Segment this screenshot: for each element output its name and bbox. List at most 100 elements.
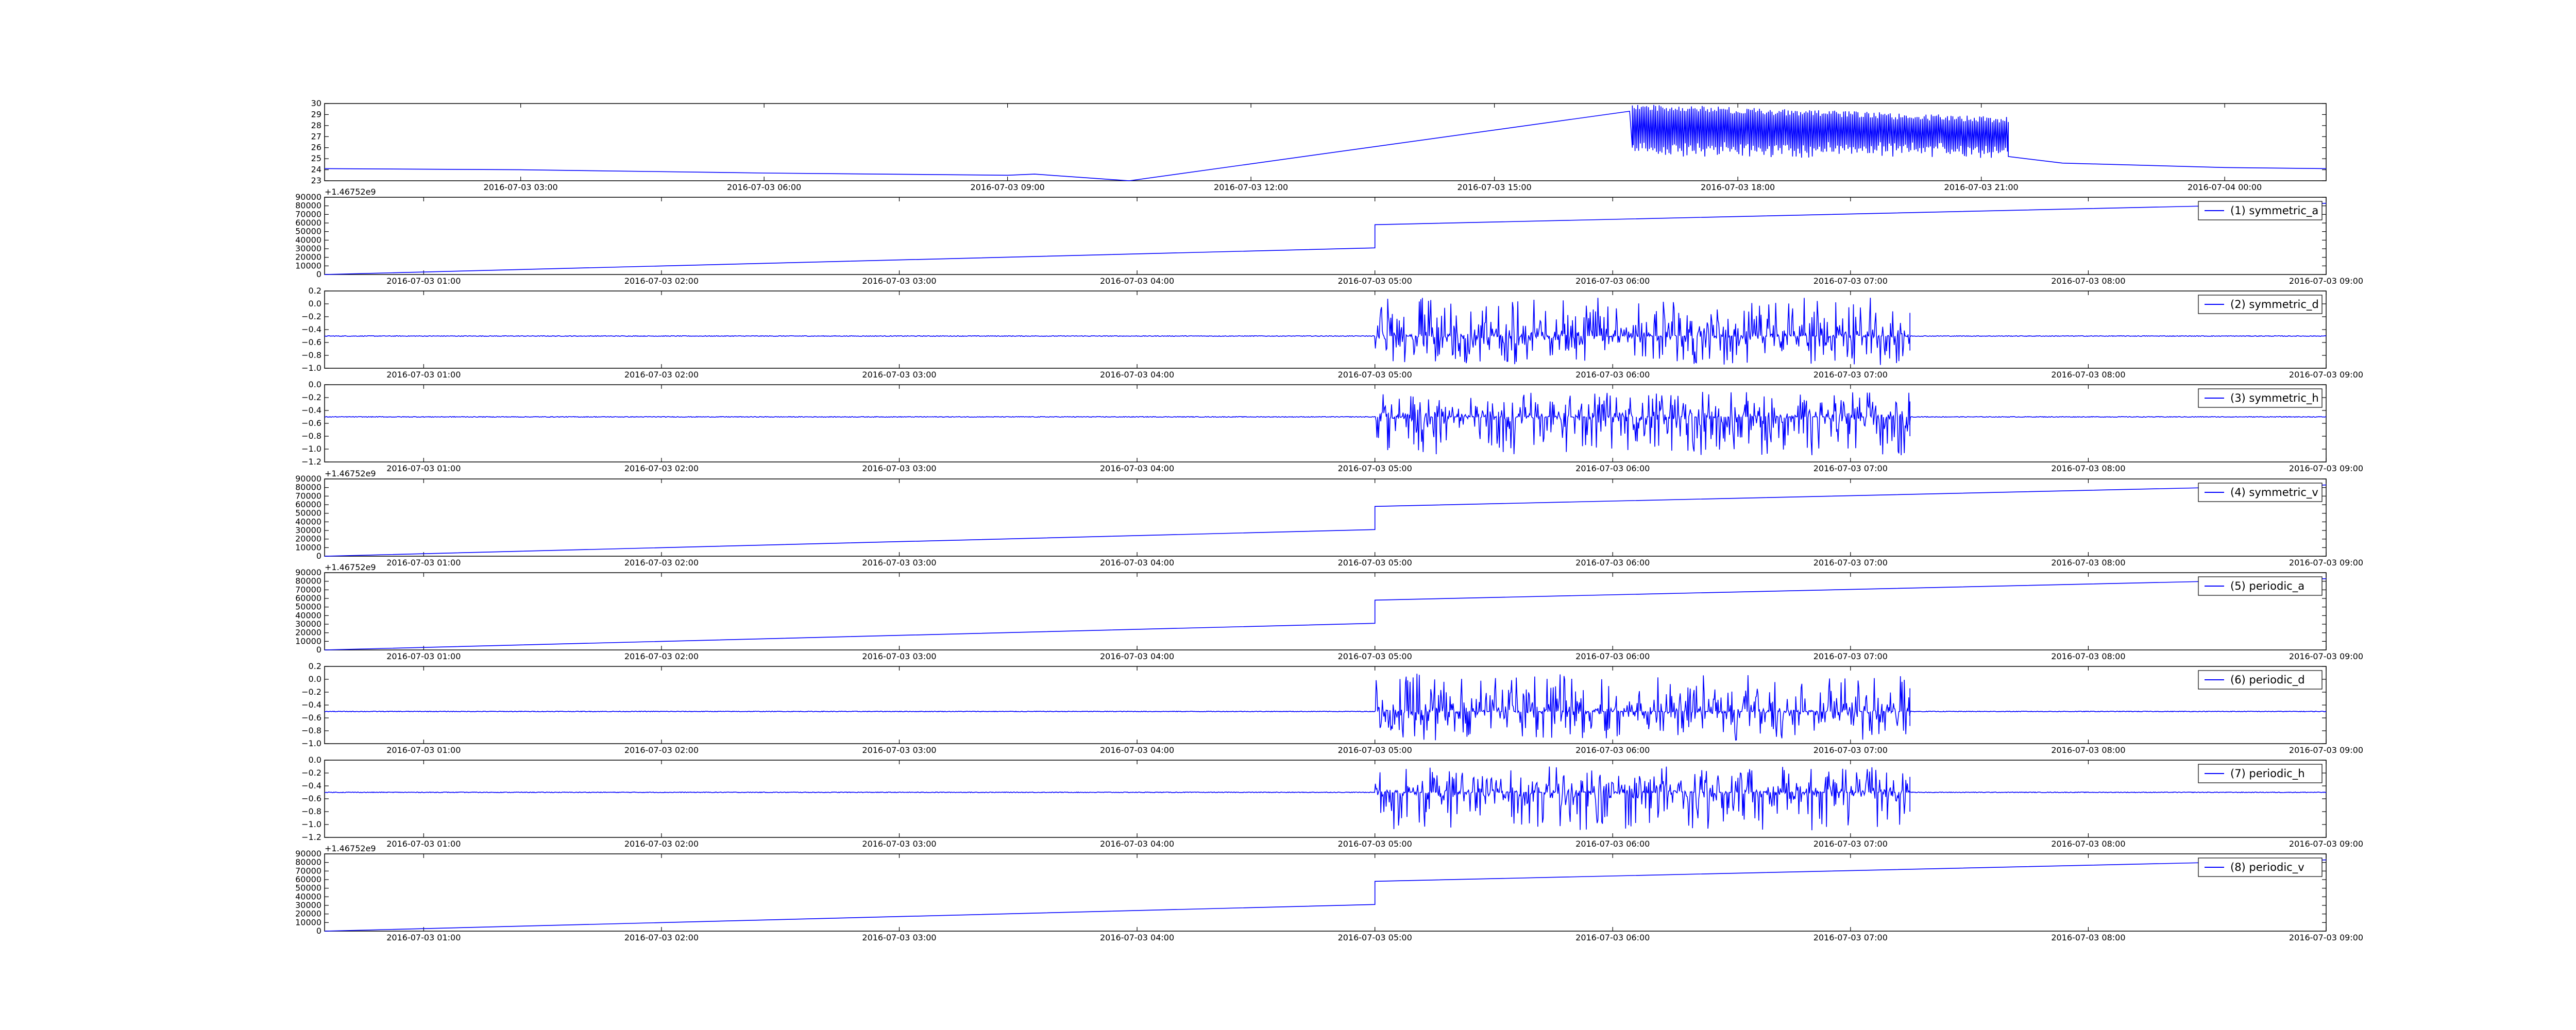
- x-tick-label: 2016-07-03 06:00: [1575, 745, 1650, 755]
- subplot-9: 2016-07-03 01:00 2016-07-03 02:00 2016-07-…: [295, 844, 2363, 942]
- y-tick-label: 90000: [295, 849, 321, 859]
- x-tick-label: 2016-07-03 05:00: [1338, 745, 1412, 755]
- y-tick-label: −0.6: [301, 713, 321, 723]
- y-tick-label: 0: [316, 269, 321, 279]
- legend-label: (2) symmetric_d: [2230, 298, 2319, 311]
- series-line: [324, 578, 2327, 650]
- y-tick-label: −0.8: [301, 806, 321, 816]
- legend: (3) symmetric_h: [2198, 388, 2323, 408]
- x-tick-label: 2016-07-03 03:00: [862, 370, 936, 380]
- subplot-3: 2016-07-03 01:00 2016-07-03 02:00 2016-07-…: [301, 286, 2363, 380]
- y-tick-label: 26: [311, 143, 321, 152]
- y-tick-label: 80000: [295, 576, 321, 586]
- x-tick-label: 2016-07-03 01:00: [386, 933, 461, 942]
- y-tick-label: −0.2: [301, 768, 321, 778]
- y-tick-label: 50000: [295, 602, 321, 612]
- y-tick-label: 80000: [295, 201, 321, 211]
- series-line: [324, 391, 2327, 455]
- y-tick-label: −0.8: [301, 350, 321, 360]
- y-tick-label: 0.0: [309, 674, 321, 684]
- y-tick-label: 80000: [295, 483, 321, 492]
- subplot-6: 2016-07-03 01:00 2016-07-03 02:00 2016-07-…: [295, 562, 2363, 661]
- x-tick-label: 2016-07-03 09:00: [2289, 651, 2363, 661]
- y-tick-label: 10000: [295, 636, 321, 646]
- x-tick-label: 2016-07-03 09:00: [2289, 933, 2363, 942]
- x-tick-label: 2016-07-03 04:00: [1100, 651, 1174, 661]
- legend-label: (7) periodic_h: [2230, 767, 2305, 780]
- legend-label: (1) symmetric_a: [2230, 204, 2318, 217]
- y-tick-label: 0: [316, 551, 321, 561]
- y-tick-label: −0.2: [301, 687, 321, 697]
- x-tick-label: 2016-07-03 03:00: [862, 839, 936, 849]
- legend-label: (8) periodic_v: [2230, 861, 2304, 874]
- y-tick-label: 90000: [295, 192, 321, 202]
- y-tick-label: 0.0: [309, 380, 321, 389]
- series-line: [324, 202, 2327, 275]
- x-tick-label: 2016-07-03 09:00: [2289, 745, 2363, 755]
- x-tick-label: 2016-07-03 06:00: [1575, 370, 1650, 380]
- y-tick-label: 0.0: [309, 755, 321, 765]
- y-tick-label: 0.2: [309, 286, 321, 296]
- y-tick-label: −1.0: [301, 739, 321, 748]
- x-tick-label: 2016-07-03 09:00: [971, 182, 1045, 192]
- x-tick-label: 2016-07-03 04:00: [1100, 745, 1174, 755]
- x-tick-label: 2016-07-03 01:00: [386, 839, 461, 849]
- y-tick-label: 20000: [295, 534, 321, 544]
- y-tick-label: 0: [316, 926, 321, 936]
- y-tick-label: −0.6: [301, 337, 321, 347]
- x-tick-label: 2016-07-03 08:00: [2051, 933, 2125, 942]
- y-tick-label: −1.0: [301, 444, 321, 454]
- y-tick-label: −0.6: [301, 418, 321, 428]
- subplot-7: 2016-07-03 01:00 2016-07-03 02:00 2016-07-…: [301, 661, 2363, 755]
- y-tick-label: 70000: [295, 866, 321, 876]
- axes-frame: [324, 384, 2327, 462]
- x-tick-label: 2016-07-03 07:00: [1814, 651, 1888, 661]
- axes-frame: [324, 666, 2327, 744]
- y-tick-label: 50000: [295, 227, 321, 236]
- legend: (8) periodic_v: [2198, 857, 2323, 877]
- y-tick-label: 40000: [295, 610, 321, 620]
- x-tick-label: 2016-07-03 01:00: [386, 651, 461, 661]
- axes-frame: [324, 103, 2327, 181]
- x-tick-label: 2016-07-03 04:00: [1100, 370, 1174, 380]
- x-tick-label: 2016-07-03 01:00: [386, 276, 461, 286]
- y-offset-label: +1.46752e9: [325, 469, 376, 478]
- x-tick-label: 2016-07-03 01:00: [386, 464, 461, 473]
- y-tick-label: 30000: [295, 900, 321, 910]
- y-tick-label: 0.0: [309, 299, 321, 308]
- x-tick-label: 2016-07-03 08:00: [2051, 370, 2125, 380]
- y-tick-label: 60000: [295, 593, 321, 603]
- x-tick-label: 2016-07-03 07:00: [1814, 558, 1888, 568]
- x-tick-label: 2016-07-03 06:00: [1575, 558, 1650, 568]
- y-tick-label: 50000: [295, 883, 321, 893]
- series-line: [324, 484, 2327, 557]
- x-tick-label: 2016-07-03 18:00: [1701, 182, 1775, 192]
- y-tick-label: 10000: [295, 917, 321, 927]
- x-tick-label: 2016-07-03 06:00: [1575, 651, 1650, 661]
- y-tick-label: 70000: [295, 209, 321, 219]
- x-tick-label: 2016-07-03 05:00: [1338, 370, 1412, 380]
- y-tick-label: 60000: [295, 218, 321, 228]
- axes-frame: [324, 290, 2327, 369]
- y-tick-label: 23: [311, 176, 321, 185]
- legend-label: (4) symmetric_v: [2230, 486, 2318, 499]
- x-tick-label: 2016-07-03 06:00: [1575, 933, 1650, 942]
- x-tick-label: 2016-07-03 06:00: [727, 182, 801, 192]
- x-tick-label: 2016-07-03 04:00: [1100, 933, 1174, 942]
- x-tick-label: 2016-07-03 03:00: [862, 745, 936, 755]
- x-tick-label: 2016-07-03 05:00: [1338, 839, 1412, 849]
- y-tick-label: −0.2: [301, 392, 321, 402]
- legend: (2) symmetric_d: [2198, 295, 2323, 314]
- y-tick-label: 0: [316, 645, 321, 655]
- x-tick-label: 2016-07-03 02:00: [624, 933, 699, 942]
- y-tick-label: −1.0: [301, 363, 321, 373]
- y-tick-label: 29: [311, 109, 321, 119]
- y-tick-label: 10000: [295, 261, 321, 270]
- x-tick-label: 2016-07-03 02:00: [624, 464, 699, 473]
- x-tick-label: 2016-07-03 06:00: [1575, 839, 1650, 849]
- x-tick-label: 2016-07-03 03:00: [862, 933, 936, 942]
- y-tick-label: −1.2: [301, 457, 321, 467]
- y-offset-label: +1.46752e9: [325, 187, 376, 197]
- y-tick-label: 10000: [295, 542, 321, 552]
- y-offset-label: +1.46752e9: [325, 562, 376, 572]
